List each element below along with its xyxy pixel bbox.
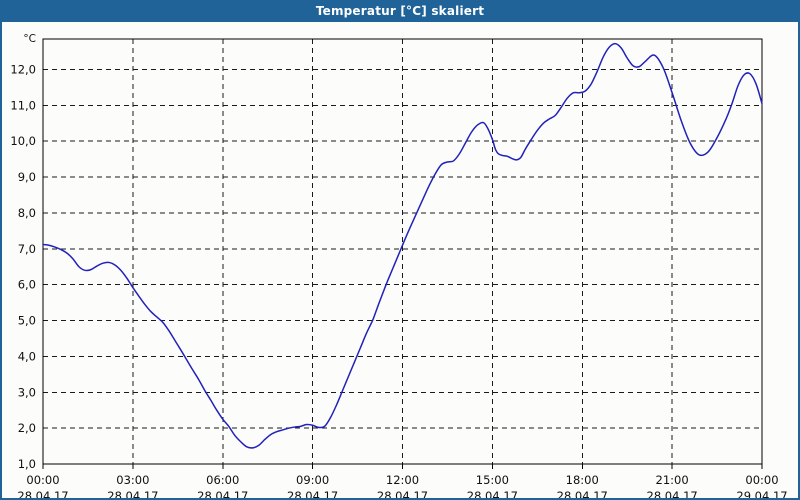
y-axis-tick-label: 10,0 <box>10 134 36 148</box>
plot-frame <box>42 38 763 465</box>
y-axis-tick-label: 7,0 <box>18 242 36 256</box>
y-axis-labels: 1,0 2,0 3,0 4,0 5,0 6,0 7,0 8,0 9,0 10,0 11,0 12,0 <box>10 62 36 471</box>
x-axis-date-label: 28.04.17 <box>557 489 608 500</box>
axis-ticks <box>42 464 763 469</box>
x-axis-date-label: 28.04.17 <box>287 489 338 500</box>
y-axis-tick-label: 11,0 <box>10 98 36 112</box>
x-axis-time-label: 15:00 <box>476 473 509 487</box>
x-axis-date-label: 28.04.17 <box>17 489 68 500</box>
plot-axes <box>42 38 763 465</box>
x-axis-labels: 00:00 28.04.17 03:00 28.04.17 06:00 28.04.17 0… <box>17 473 787 500</box>
y-axis-tick-label: 9,0 <box>18 170 36 184</box>
y-axis-tick-label: 6,0 <box>18 278 36 292</box>
x-axis-time-label: 00:00 <box>745 473 778 487</box>
y-axis-tick-label: 12,0 <box>10 62 36 76</box>
x-axis-time-label: 03:00 <box>116 473 149 487</box>
window-titlebar: Temperatur [°C] skaliert <box>2 2 798 22</box>
y-axis-tick-label: 2,0 <box>18 421 36 435</box>
x-axis-date-label: 28.04.17 <box>467 489 518 500</box>
x-axis-time-label: 21:00 <box>656 473 689 487</box>
y-axis-unit-label: °C <box>23 33 36 45</box>
temperature-line-chart: 1,02,03,04,05,06,07,08,09,010,011,012,0 … <box>2 22 798 500</box>
y-axis-tick-label: 4,0 <box>18 349 36 363</box>
chart-canvas: 1,0 2,0 3,0 4,0 5,0 6,0 7,0 8,0 9,0 10,0 11,0 12,0 … <box>2 22 798 500</box>
temperature-series <box>42 42 763 449</box>
x-axis-time-label: 00:00 <box>26 473 59 487</box>
x-axis-time-label: 18:00 <box>566 473 599 487</box>
x-axis-date-label: 28.04.17 <box>197 489 248 500</box>
temperature-line <box>42 42 763 449</box>
window-title: Temperatur [°C] skaliert <box>315 4 485 18</box>
plot-background <box>2 22 798 498</box>
x-axis-time-label: 06:00 <box>206 473 239 487</box>
x-axis-time-label: 09:00 <box>296 473 329 487</box>
x-axis-time-label: 12:00 <box>386 473 419 487</box>
y-axis-tick-label: 3,0 <box>18 385 36 399</box>
x-axis-date-label: 28.04.17 <box>107 489 158 500</box>
y-axis-tick-label: 5,0 <box>18 314 36 328</box>
x-axis-date-label: 28.04.17 <box>647 489 698 500</box>
x-axis-date-label: 28.04.17 <box>377 489 428 500</box>
y-axis-tick-label: 8,0 <box>18 206 36 220</box>
y-axis-tick-label: 1,0 <box>18 457 36 471</box>
x-axis-date-label: 29.04.17 <box>736 489 787 500</box>
